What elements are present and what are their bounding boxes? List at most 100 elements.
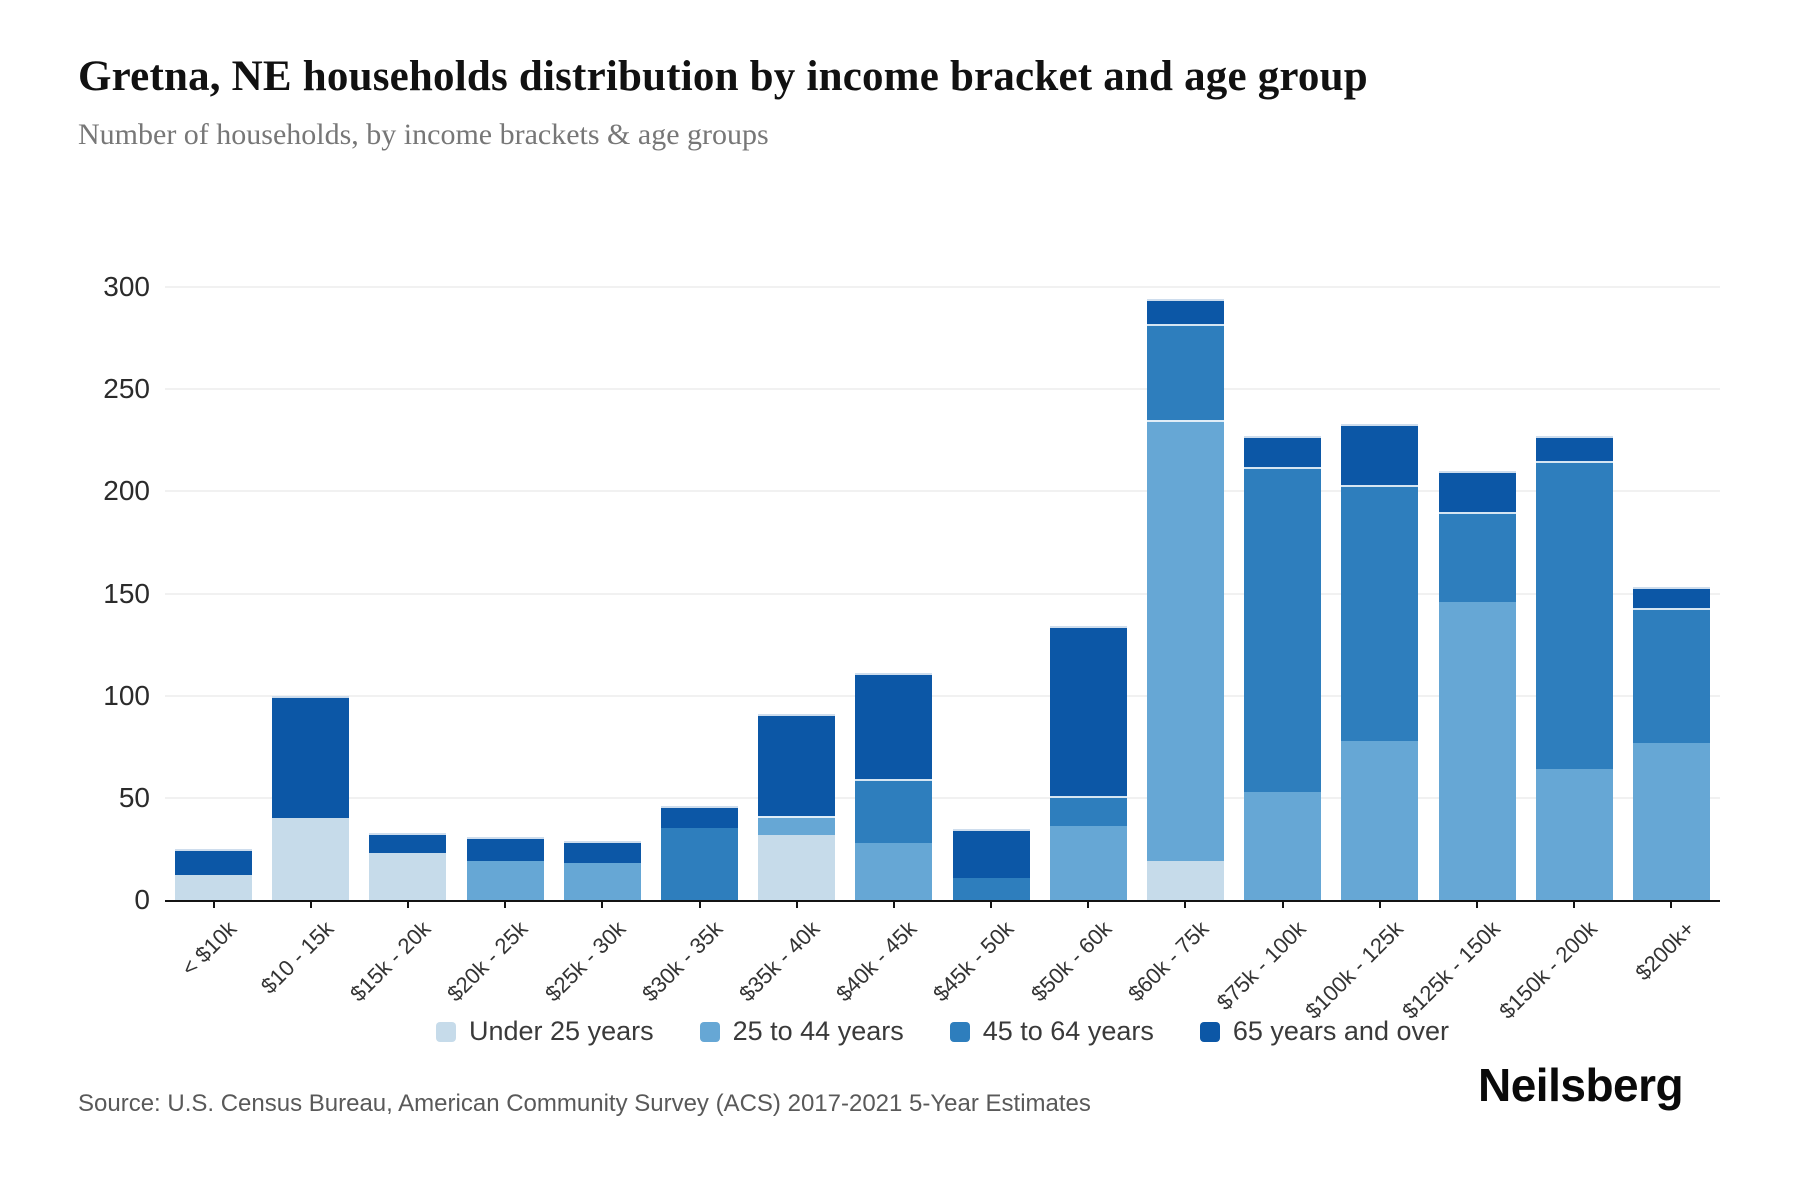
bar-segment	[1146, 323, 1224, 420]
gridline	[165, 694, 1720, 697]
bar-segment	[175, 875, 253, 900]
x-tick-label: $125k - 150k	[1397, 916, 1505, 1024]
bar-segment	[1244, 466, 1322, 792]
bar-segment	[369, 853, 447, 900]
gridline	[165, 592, 1720, 595]
legend-item: 45 to 64 years	[949, 1016, 1154, 1047]
bar-segment	[758, 816, 836, 835]
x-tick-label: $20k - 25k	[442, 916, 533, 1007]
bar-segment	[758, 834, 836, 900]
plot-area	[165, 286, 1720, 902]
axis-tick	[1184, 900, 1187, 908]
axis-tick	[1378, 900, 1381, 908]
bar	[661, 287, 739, 900]
legend-item: 65 years and over	[1199, 1016, 1449, 1047]
bar-segment	[758, 714, 836, 817]
bar-segment	[1341, 740, 1419, 900]
axis-tick	[892, 900, 895, 908]
bar-segment	[1632, 742, 1710, 900]
y-tick-label: 0	[134, 884, 150, 915]
legend: Under 25 years 25 to 44 years 45 to 64 yea…	[165, 1016, 1720, 1047]
gridline	[165, 490, 1720, 493]
bar-segment	[1438, 511, 1516, 602]
bar	[369, 287, 447, 900]
bar-segment	[855, 779, 933, 843]
bar-segment	[563, 840, 641, 864]
bar-segment	[1049, 795, 1127, 827]
bar-segment	[855, 842, 933, 900]
x-tick-label: $200k+	[1629, 916, 1700, 986]
x-tick-label: $40k - 45k	[831, 916, 922, 1007]
bar	[758, 287, 836, 900]
bar-segment	[1438, 601, 1516, 900]
bar-segment	[1438, 470, 1516, 512]
axis-tick	[504, 900, 507, 908]
bar-segment	[1535, 436, 1613, 461]
axis-tick	[1281, 900, 1284, 908]
x-tick-label: $100k - 125k	[1299, 916, 1408, 1024]
axis-tick	[1087, 900, 1090, 908]
bar-segment	[1244, 436, 1322, 467]
axis-tick	[1476, 900, 1479, 908]
y-tick-label: 250	[103, 373, 150, 405]
bar-segment	[1244, 791, 1322, 900]
legend-label: 65 years and over	[1232, 1016, 1449, 1046]
x-axis-line	[165, 900, 1720, 902]
bar	[952, 287, 1030, 900]
bar-segment	[563, 863, 641, 900]
y-tick-label: 200	[103, 475, 150, 507]
axis-tick	[698, 900, 701, 908]
x-tick-label: $30k - 35k	[636, 916, 728, 1007]
axis-tick	[406, 900, 409, 908]
y-tick-label: 300	[103, 271, 150, 302]
bar	[175, 287, 253, 900]
page-subtitle: Number of households, by income brackets…	[78, 118, 769, 151]
x-tick-label: $60k - 75k	[1122, 916, 1214, 1007]
bar	[1438, 287, 1516, 900]
bar	[1146, 287, 1224, 900]
bar	[563, 287, 641, 900]
y-tick-label: 100	[103, 679, 150, 711]
bar-segment	[1146, 419, 1224, 862]
bar	[1244, 287, 1322, 900]
legend-swatch	[949, 1021, 970, 1042]
legend-item: 25 to 44 years	[699, 1016, 904, 1047]
x-tick-label: $10 - 15k	[255, 916, 339, 999]
x-tick-label: $25k - 30k	[539, 916, 631, 1007]
bar	[466, 287, 544, 900]
bar-segment	[466, 861, 544, 900]
x-tick-label: < $10k	[176, 916, 242, 981]
bar	[1049, 287, 1127, 900]
legend-label: 25 to 44 years	[732, 1016, 904, 1046]
bar-segment	[1341, 485, 1419, 741]
legend-swatch	[1199, 1021, 1220, 1042]
bar-segment	[661, 828, 739, 900]
bar	[1632, 287, 1710, 900]
x-tick-label: $150k - 200k	[1494, 916, 1602, 1024]
axis-tick	[212, 900, 215, 908]
gridline	[165, 286, 1720, 288]
bar-segment	[272, 695, 350, 819]
gridline	[165, 388, 1720, 391]
page-title: Gretna, NE households distribution by in…	[78, 53, 1368, 100]
x-tick-label: $15k - 20k	[345, 916, 436, 1007]
legend-item: Under 25 years	[436, 1016, 654, 1047]
x-tick-label: $75k - 100k	[1211, 916, 1311, 1015]
axis-tick	[795, 900, 798, 908]
bar-segment	[1535, 460, 1613, 770]
y-tick-label: 50	[118, 781, 150, 813]
brand-logo: Neilsberg	[1478, 1059, 1684, 1111]
axis-tick	[1670, 900, 1673, 908]
bar-segment	[855, 673, 933, 780]
bar-segment	[1341, 423, 1419, 486]
bar-segment	[952, 828, 1030, 878]
bar-segment	[272, 818, 350, 900]
axis-tick	[309, 900, 312, 908]
bar-segment	[1632, 607, 1710, 743]
bar	[272, 287, 350, 900]
legend-swatch	[436, 1021, 456, 1042]
gridline	[165, 796, 1720, 799]
legend-label: Under 25 years	[469, 1016, 654, 1046]
x-tick-label: $45k - 50k	[928, 916, 1019, 1007]
